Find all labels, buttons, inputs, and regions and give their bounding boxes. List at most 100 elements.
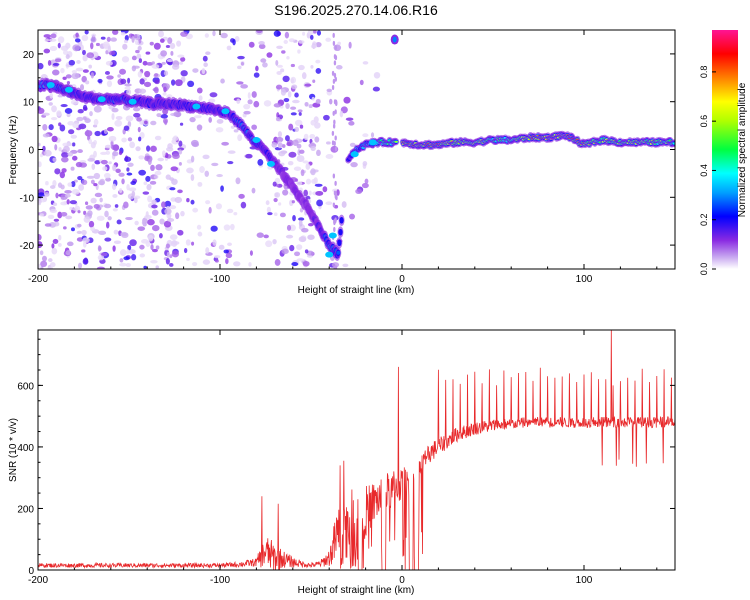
- noise-speckle: [65, 215, 73, 220]
- noise-speckle: [155, 164, 163, 171]
- noise-speckle: [226, 208, 234, 214]
- noise-speckle: [296, 258, 305, 262]
- noise-speckle: [106, 75, 114, 80]
- noise-speckle: [314, 122, 321, 129]
- noise-speckle: [154, 73, 159, 77]
- noise-speckle: [161, 61, 166, 65]
- noise-speckle: [132, 107, 141, 112]
- noise-speckle: [334, 146, 338, 152]
- noise-speckle: [329, 98, 333, 105]
- noise-speckle: [204, 33, 209, 38]
- noise-speckle: [57, 211, 63, 219]
- noise-speckle: [151, 61, 155, 65]
- noise-speckle: [146, 61, 154, 66]
- noise-speckle: [294, 92, 299, 98]
- noise-speckle: [315, 67, 322, 74]
- noise-speckle: [51, 247, 58, 255]
- noise-speckle: [221, 141, 229, 146]
- noise-speckle: [282, 189, 289, 196]
- noise-speckle: [272, 238, 277, 245]
- noise-speckle: [166, 218, 175, 222]
- noise-speckle: [253, 100, 260, 108]
- noise-speckle: [44, 38, 49, 42]
- noise-speckle: [124, 86, 131, 90]
- noise-speckle: [77, 108, 84, 114]
- hotspot: [392, 36, 397, 43]
- noise-speckle: [301, 72, 307, 80]
- noise-speckle: [333, 60, 337, 66]
- x-tick-label: 100: [576, 575, 593, 586]
- noise-speckle: [159, 218, 165, 225]
- noise-speckle: [281, 144, 286, 148]
- noise-speckle: [72, 207, 79, 211]
- noise-speckle: [273, 103, 282, 108]
- noise-speckle: [68, 59, 76, 66]
- noise-speckle: [167, 143, 173, 150]
- noise-speckle: [38, 62, 44, 70]
- figure-title: S196.2025.270.14.06.R16: [274, 2, 438, 18]
- noise-speckle: [322, 186, 328, 193]
- noise-speckle: [349, 213, 356, 220]
- noise-speckle: [107, 216, 112, 221]
- ridge-blob: [252, 136, 261, 143]
- noise-speckle: [316, 149, 321, 157]
- noise-speckle: [89, 54, 93, 58]
- noise-speckle: [137, 45, 142, 51]
- noise-speckle: [61, 152, 69, 158]
- noise-speckle: [212, 239, 217, 246]
- noise-speckle: [113, 150, 117, 156]
- noise-speckle: [236, 81, 244, 85]
- noise-speckle: [316, 199, 323, 207]
- noise-speckle: [199, 166, 205, 174]
- noise-speckle: [362, 133, 369, 138]
- noise-speckle: [143, 120, 148, 125]
- noise-speckle: [118, 150, 123, 156]
- noise-speckle: [61, 156, 69, 163]
- noise-speckle: [305, 163, 311, 170]
- noise-speckle: [156, 113, 162, 118]
- noise-speckle: [236, 98, 241, 104]
- noise-speckle: [345, 117, 354, 121]
- noise-speckle: [258, 41, 265, 45]
- noise-speckle: [161, 201, 166, 208]
- snr-content: [38, 330, 675, 570]
- noise-speckle: [309, 133, 316, 139]
- noise-speckle: [143, 265, 147, 269]
- noise-speckle: [290, 76, 297, 84]
- noise-speckle: [275, 84, 283, 90]
- noise-speckle: [334, 135, 337, 141]
- noise-speckle: [124, 156, 132, 162]
- noise-speckle: [48, 38, 57, 42]
- noise-speckle: [88, 64, 92, 69]
- noise-speckle: [230, 125, 235, 129]
- noise-speckle: [178, 162, 182, 166]
- colorbar-tick-label: 0.0: [699, 263, 709, 276]
- noise-speckle: [278, 150, 286, 157]
- noise-speckle: [348, 121, 355, 126]
- noise-speckle: [150, 244, 154, 251]
- ridge-blob: [97, 96, 106, 103]
- y-tick-label: -20: [20, 241, 35, 252]
- noise-speckle: [214, 259, 219, 263]
- noise-speckle: [265, 200, 270, 206]
- noise-speckle: [296, 244, 303, 250]
- noise-speckle: [135, 49, 140, 54]
- noise-speckle: [66, 199, 70, 205]
- noise-speckle: [220, 185, 224, 192]
- noise-speckle: [47, 214, 55, 220]
- noise-speckle: [90, 197, 97, 204]
- noise-speckle: [251, 91, 257, 98]
- noise-speckle: [66, 142, 73, 147]
- noise-speckle: [57, 36, 65, 44]
- noise-speckle: [93, 172, 101, 180]
- noise-speckle: [227, 161, 234, 165]
- noise-speckle: [162, 117, 168, 124]
- noise-speckle: [60, 104, 68, 108]
- noise-speckle: [243, 110, 251, 115]
- noise-speckle: [210, 225, 218, 232]
- noise-speckle: [127, 244, 132, 251]
- noise-speckle: [83, 216, 91, 223]
- noise-speckle: [332, 173, 336, 179]
- noise-speckle: [364, 178, 369, 184]
- noise-speckle: [276, 64, 283, 68]
